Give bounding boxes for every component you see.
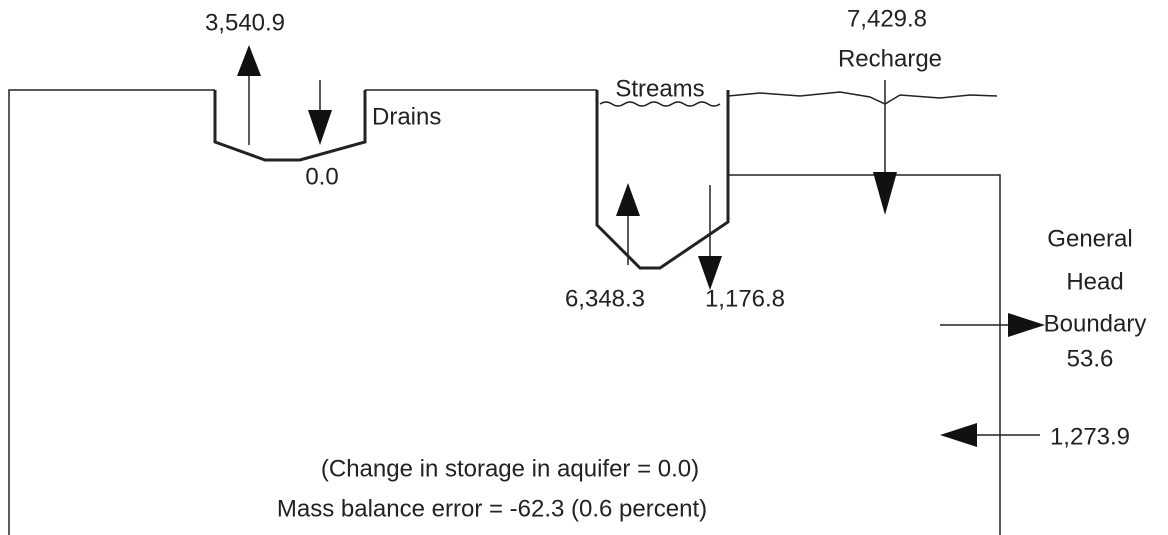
arrow-head (698, 256, 722, 290)
arrow-head (308, 110, 332, 145)
note: (Change in storage in aquifer = 0.0) (321, 455, 699, 482)
stream-outflow: 1,176.8 (705, 285, 785, 312)
stream-label: Streams (615, 75, 704, 102)
drain (213, 90, 367, 162)
drain-outflow: 3,540.9 (205, 9, 285, 36)
arrow-head (940, 423, 977, 447)
stream-inflow: 6,348.3 (565, 285, 645, 312)
drain-label: Drains (372, 103, 441, 130)
arrow-head (873, 172, 897, 215)
stream-water (599, 101, 721, 107)
aquifer-outline (8, 89, 215, 535)
drain-inflow: 0.0 (305, 163, 338, 190)
right-boundary (728, 174, 1001, 535)
recharge-value: 7,429.8 (847, 5, 927, 32)
ghb-label: General (1047, 225, 1132, 252)
arrow-head (1008, 313, 1045, 337)
ghb-label: Boundary (1044, 310, 1147, 337)
arrow-head (237, 45, 261, 76)
recharge-label: Recharge (838, 45, 942, 72)
ghb-label: Head (1066, 268, 1123, 295)
ghb-inflow: 1,273.9 (1050, 423, 1130, 450)
land-surface (727, 91, 998, 105)
note: Mass balance error = -62.3 (0.6 percent) (277, 495, 707, 522)
ghb-outflow: 53.6 (1067, 345, 1114, 372)
arrow-head (616, 183, 640, 216)
stream (595, 90, 730, 270)
